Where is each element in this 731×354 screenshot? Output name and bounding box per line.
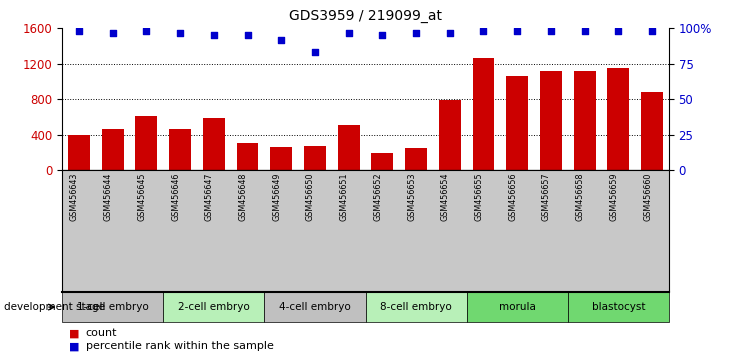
Bar [607, 68, 629, 170]
Text: GSM456650: GSM456650 [306, 173, 315, 221]
Point [140, 28, 152, 34]
Text: ■: ■ [69, 341, 80, 351]
Text: GSM456652: GSM456652 [374, 173, 382, 221]
Text: GSM456645: GSM456645 [137, 173, 146, 221]
Bar [169, 129, 191, 170]
Point [343, 30, 355, 35]
Point [208, 33, 219, 38]
Bar [439, 100, 461, 170]
Text: ■: ■ [69, 329, 80, 338]
Text: GSM456646: GSM456646 [171, 173, 180, 221]
Text: GSM456651: GSM456651 [340, 173, 349, 221]
Point [477, 28, 489, 34]
Text: GSM456659: GSM456659 [610, 173, 618, 221]
Text: GDS3959 / 219099_at: GDS3959 / 219099_at [289, 9, 442, 23]
Bar [135, 116, 157, 170]
Text: 4-cell embryo: 4-cell embryo [279, 302, 351, 312]
Point [309, 50, 321, 55]
Text: GSM456647: GSM456647 [205, 173, 214, 221]
Point [376, 33, 388, 38]
Bar [507, 76, 528, 170]
Text: percentile rank within the sample: percentile rank within the sample [86, 341, 273, 351]
Text: GSM456643: GSM456643 [70, 173, 79, 221]
Text: development stage: development stage [4, 302, 105, 312]
Point [545, 28, 557, 34]
Text: 2-cell embryo: 2-cell embryo [178, 302, 250, 312]
Point [410, 30, 422, 35]
Point [242, 33, 254, 38]
Bar [68, 135, 90, 170]
Text: GSM456655: GSM456655 [474, 173, 483, 221]
Bar [641, 92, 663, 170]
Bar [203, 118, 224, 170]
Text: GSM456658: GSM456658 [575, 173, 585, 221]
Point [174, 30, 186, 35]
Text: GSM456649: GSM456649 [272, 173, 281, 221]
Text: 1-cell embryo: 1-cell embryo [77, 302, 148, 312]
Bar [304, 145, 326, 170]
Text: GSM456653: GSM456653 [407, 173, 416, 221]
Text: blastocyst: blastocyst [591, 302, 645, 312]
Point [444, 30, 455, 35]
Point [613, 28, 624, 34]
Bar [237, 143, 259, 170]
Text: morula: morula [499, 302, 536, 312]
Point [646, 28, 658, 34]
Bar [574, 71, 596, 170]
Text: GSM456648: GSM456648 [238, 173, 248, 221]
Point [579, 28, 591, 34]
Text: GSM456657: GSM456657 [542, 173, 551, 221]
Text: GSM456654: GSM456654 [441, 173, 450, 221]
Text: 8-cell embryo: 8-cell embryo [380, 302, 452, 312]
Point [73, 28, 85, 34]
Point [107, 30, 118, 35]
Bar [102, 129, 124, 170]
Bar [405, 148, 427, 170]
Bar [472, 58, 494, 170]
Text: GSM456644: GSM456644 [104, 173, 113, 221]
Point [511, 28, 523, 34]
Text: count: count [86, 329, 117, 338]
Bar [540, 71, 562, 170]
Bar [371, 153, 393, 170]
Bar [338, 125, 360, 170]
Text: GSM456656: GSM456656 [508, 173, 518, 221]
Bar [270, 147, 292, 170]
Text: GSM456660: GSM456660 [643, 173, 652, 221]
Point [276, 37, 287, 42]
